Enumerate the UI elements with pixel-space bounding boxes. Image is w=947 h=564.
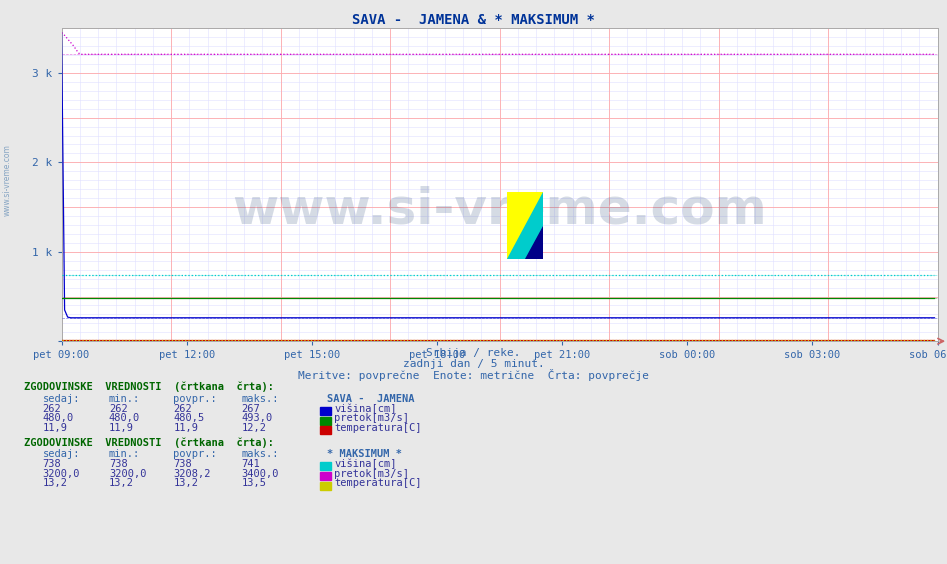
Polygon shape bbox=[507, 192, 543, 259]
Text: 738: 738 bbox=[173, 459, 192, 469]
Text: SAVA -  JAMENA: SAVA - JAMENA bbox=[327, 394, 414, 404]
Text: sedaj:: sedaj: bbox=[43, 394, 80, 404]
Text: www.si-vreme.com: www.si-vreme.com bbox=[3, 144, 12, 217]
Text: 13,5: 13,5 bbox=[241, 478, 266, 488]
Text: ZGODOVINSKE  VREDNOSTI  (črtkana  črta):: ZGODOVINSKE VREDNOSTI (črtkana črta): bbox=[24, 437, 274, 448]
Polygon shape bbox=[507, 192, 543, 259]
Text: * MAKSIMUM *: * MAKSIMUM * bbox=[327, 449, 402, 459]
Text: zadnji dan / 5 minut.: zadnji dan / 5 minut. bbox=[402, 359, 545, 369]
Text: povpr.:: povpr.: bbox=[173, 449, 217, 459]
Text: 11,9: 11,9 bbox=[173, 423, 198, 433]
Text: višina[cm]: višina[cm] bbox=[334, 403, 397, 414]
Text: ZGODOVINSKE  VREDNOSTI  (črtkana  črta):: ZGODOVINSKE VREDNOSTI (črtkana črta): bbox=[24, 382, 274, 393]
Text: 262: 262 bbox=[43, 404, 62, 414]
Text: 3200,0: 3200,0 bbox=[43, 469, 80, 479]
Text: maks.:: maks.: bbox=[241, 449, 279, 459]
Text: 267: 267 bbox=[241, 404, 260, 414]
Text: min.:: min.: bbox=[109, 449, 140, 459]
Text: min.:: min.: bbox=[109, 394, 140, 404]
Text: www.si-vreme.com: www.si-vreme.com bbox=[232, 186, 767, 233]
Text: sedaj:: sedaj: bbox=[43, 449, 80, 459]
Polygon shape bbox=[525, 226, 543, 259]
Text: 13,2: 13,2 bbox=[109, 478, 134, 488]
Text: 3208,2: 3208,2 bbox=[173, 469, 211, 479]
Text: 480,0: 480,0 bbox=[43, 413, 74, 424]
Text: Srbija / reke.: Srbija / reke. bbox=[426, 347, 521, 358]
Text: pretok[m3/s]: pretok[m3/s] bbox=[334, 469, 409, 479]
Text: 12,2: 12,2 bbox=[241, 423, 266, 433]
Text: 262: 262 bbox=[109, 404, 128, 414]
Text: 11,9: 11,9 bbox=[109, 423, 134, 433]
Text: 493,0: 493,0 bbox=[241, 413, 273, 424]
Text: 13,2: 13,2 bbox=[43, 478, 67, 488]
Text: povpr.:: povpr.: bbox=[173, 394, 217, 404]
Text: Meritve: povprečne  Enote: metrične  Črta: povprečje: Meritve: povprečne Enote: metrične Črta:… bbox=[298, 369, 649, 381]
Text: SAVA -  JAMENA & * MAKSIMUM *: SAVA - JAMENA & * MAKSIMUM * bbox=[352, 13, 595, 27]
Text: pretok[m3/s]: pretok[m3/s] bbox=[334, 413, 409, 424]
Text: 3400,0: 3400,0 bbox=[241, 469, 279, 479]
Text: 741: 741 bbox=[241, 459, 260, 469]
Text: temperatura[C]: temperatura[C] bbox=[334, 478, 421, 488]
Text: 11,9: 11,9 bbox=[43, 423, 67, 433]
Text: temperatura[C]: temperatura[C] bbox=[334, 423, 421, 433]
Text: 3200,0: 3200,0 bbox=[109, 469, 147, 479]
Text: 738: 738 bbox=[109, 459, 128, 469]
Text: 738: 738 bbox=[43, 459, 62, 469]
Text: 480,0: 480,0 bbox=[109, 413, 140, 424]
Text: 262: 262 bbox=[173, 404, 192, 414]
Text: maks.:: maks.: bbox=[241, 394, 279, 404]
Text: višina[cm]: višina[cm] bbox=[334, 459, 397, 469]
Text: 13,2: 13,2 bbox=[173, 478, 198, 488]
Text: 480,5: 480,5 bbox=[173, 413, 205, 424]
